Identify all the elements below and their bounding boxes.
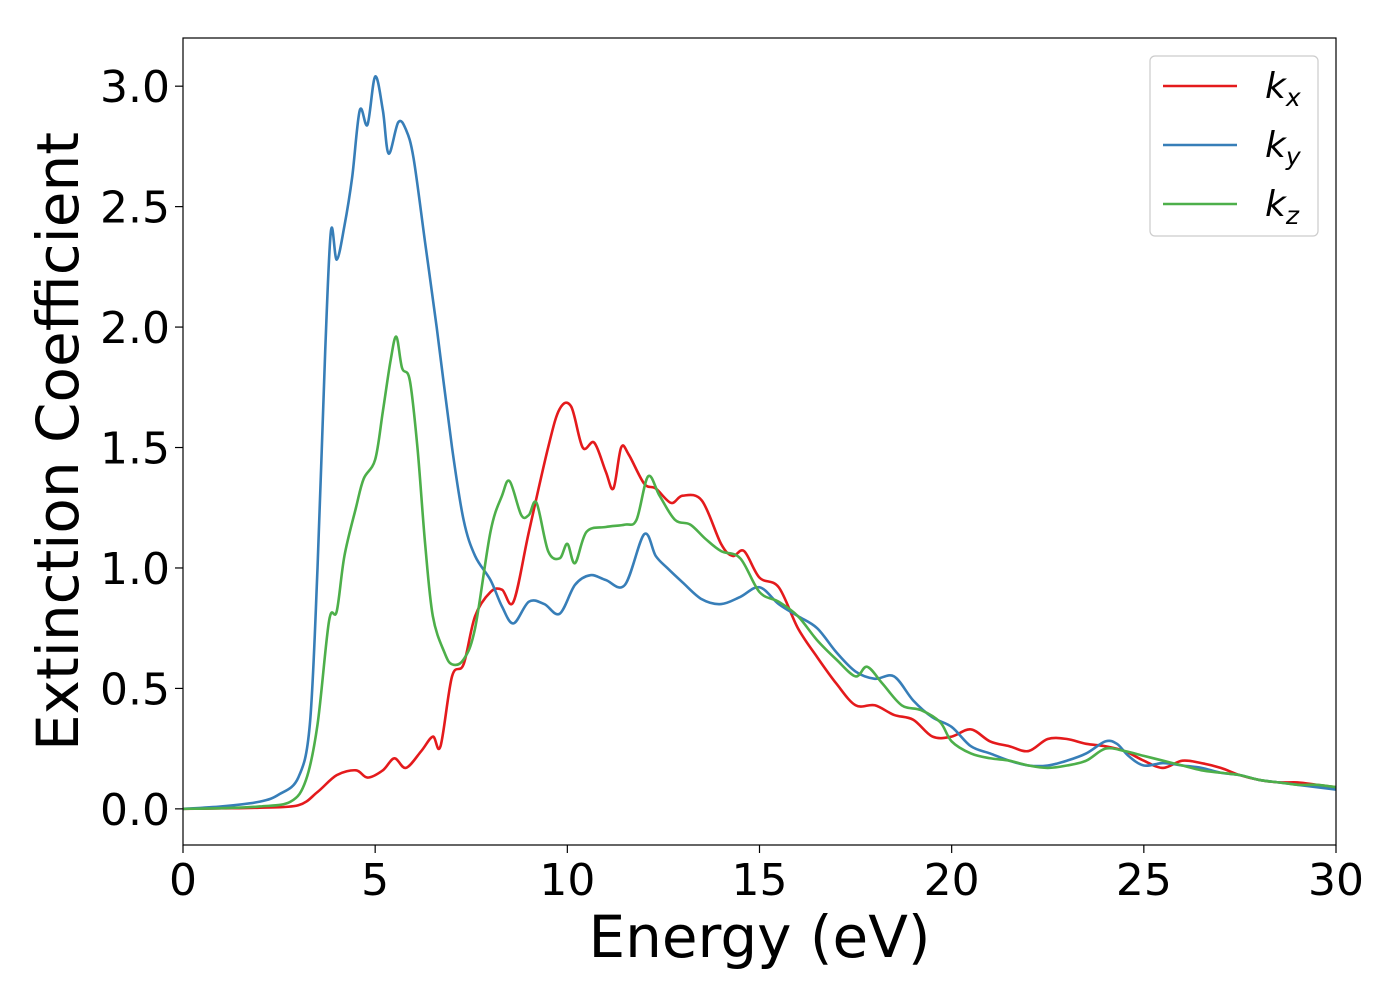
y-axis-ticks: 0.0 0.5 1.0 1.5 2.0 2.5 3.0 [100,62,183,836]
x-tick-label: 15 [732,855,788,906]
legend: kx ky kz [1149,55,1319,237]
x-tick-label: 25 [1116,855,1172,906]
y-tick-label: 2.0 [100,303,170,354]
y-tick-label: 2.5 [100,183,170,234]
series-line-z [182,335,1337,811]
legend-label-y: ky [1265,125,1302,171]
y-tick-label: 3.0 [100,62,170,113]
y-tick-label: 0.5 [100,664,170,715]
x-tick-label: 5 [361,855,389,906]
x-axis-title: Energy (eV) [588,903,930,971]
y-axis-title: Extinction Coefficient [24,132,92,751]
x-tick-label: 20 [924,855,980,906]
x-tick-label: 0 [169,855,197,906]
y-tick-label: 0.0 [100,785,170,836]
series-line-y [182,75,1337,811]
legend-label-z: kz [1265,184,1300,230]
series-layer [182,75,1337,811]
x-tick-label: 10 [539,855,595,906]
x-tick-label: 30 [1308,855,1364,906]
legend-label-x: kx [1265,66,1301,112]
y-tick-label: 1.0 [100,544,170,595]
series-line-x [182,401,1337,811]
x-axis-ticks: 0 5 10 15 20 25 30 [169,845,1364,906]
y-tick-label: 1.5 [100,424,170,475]
